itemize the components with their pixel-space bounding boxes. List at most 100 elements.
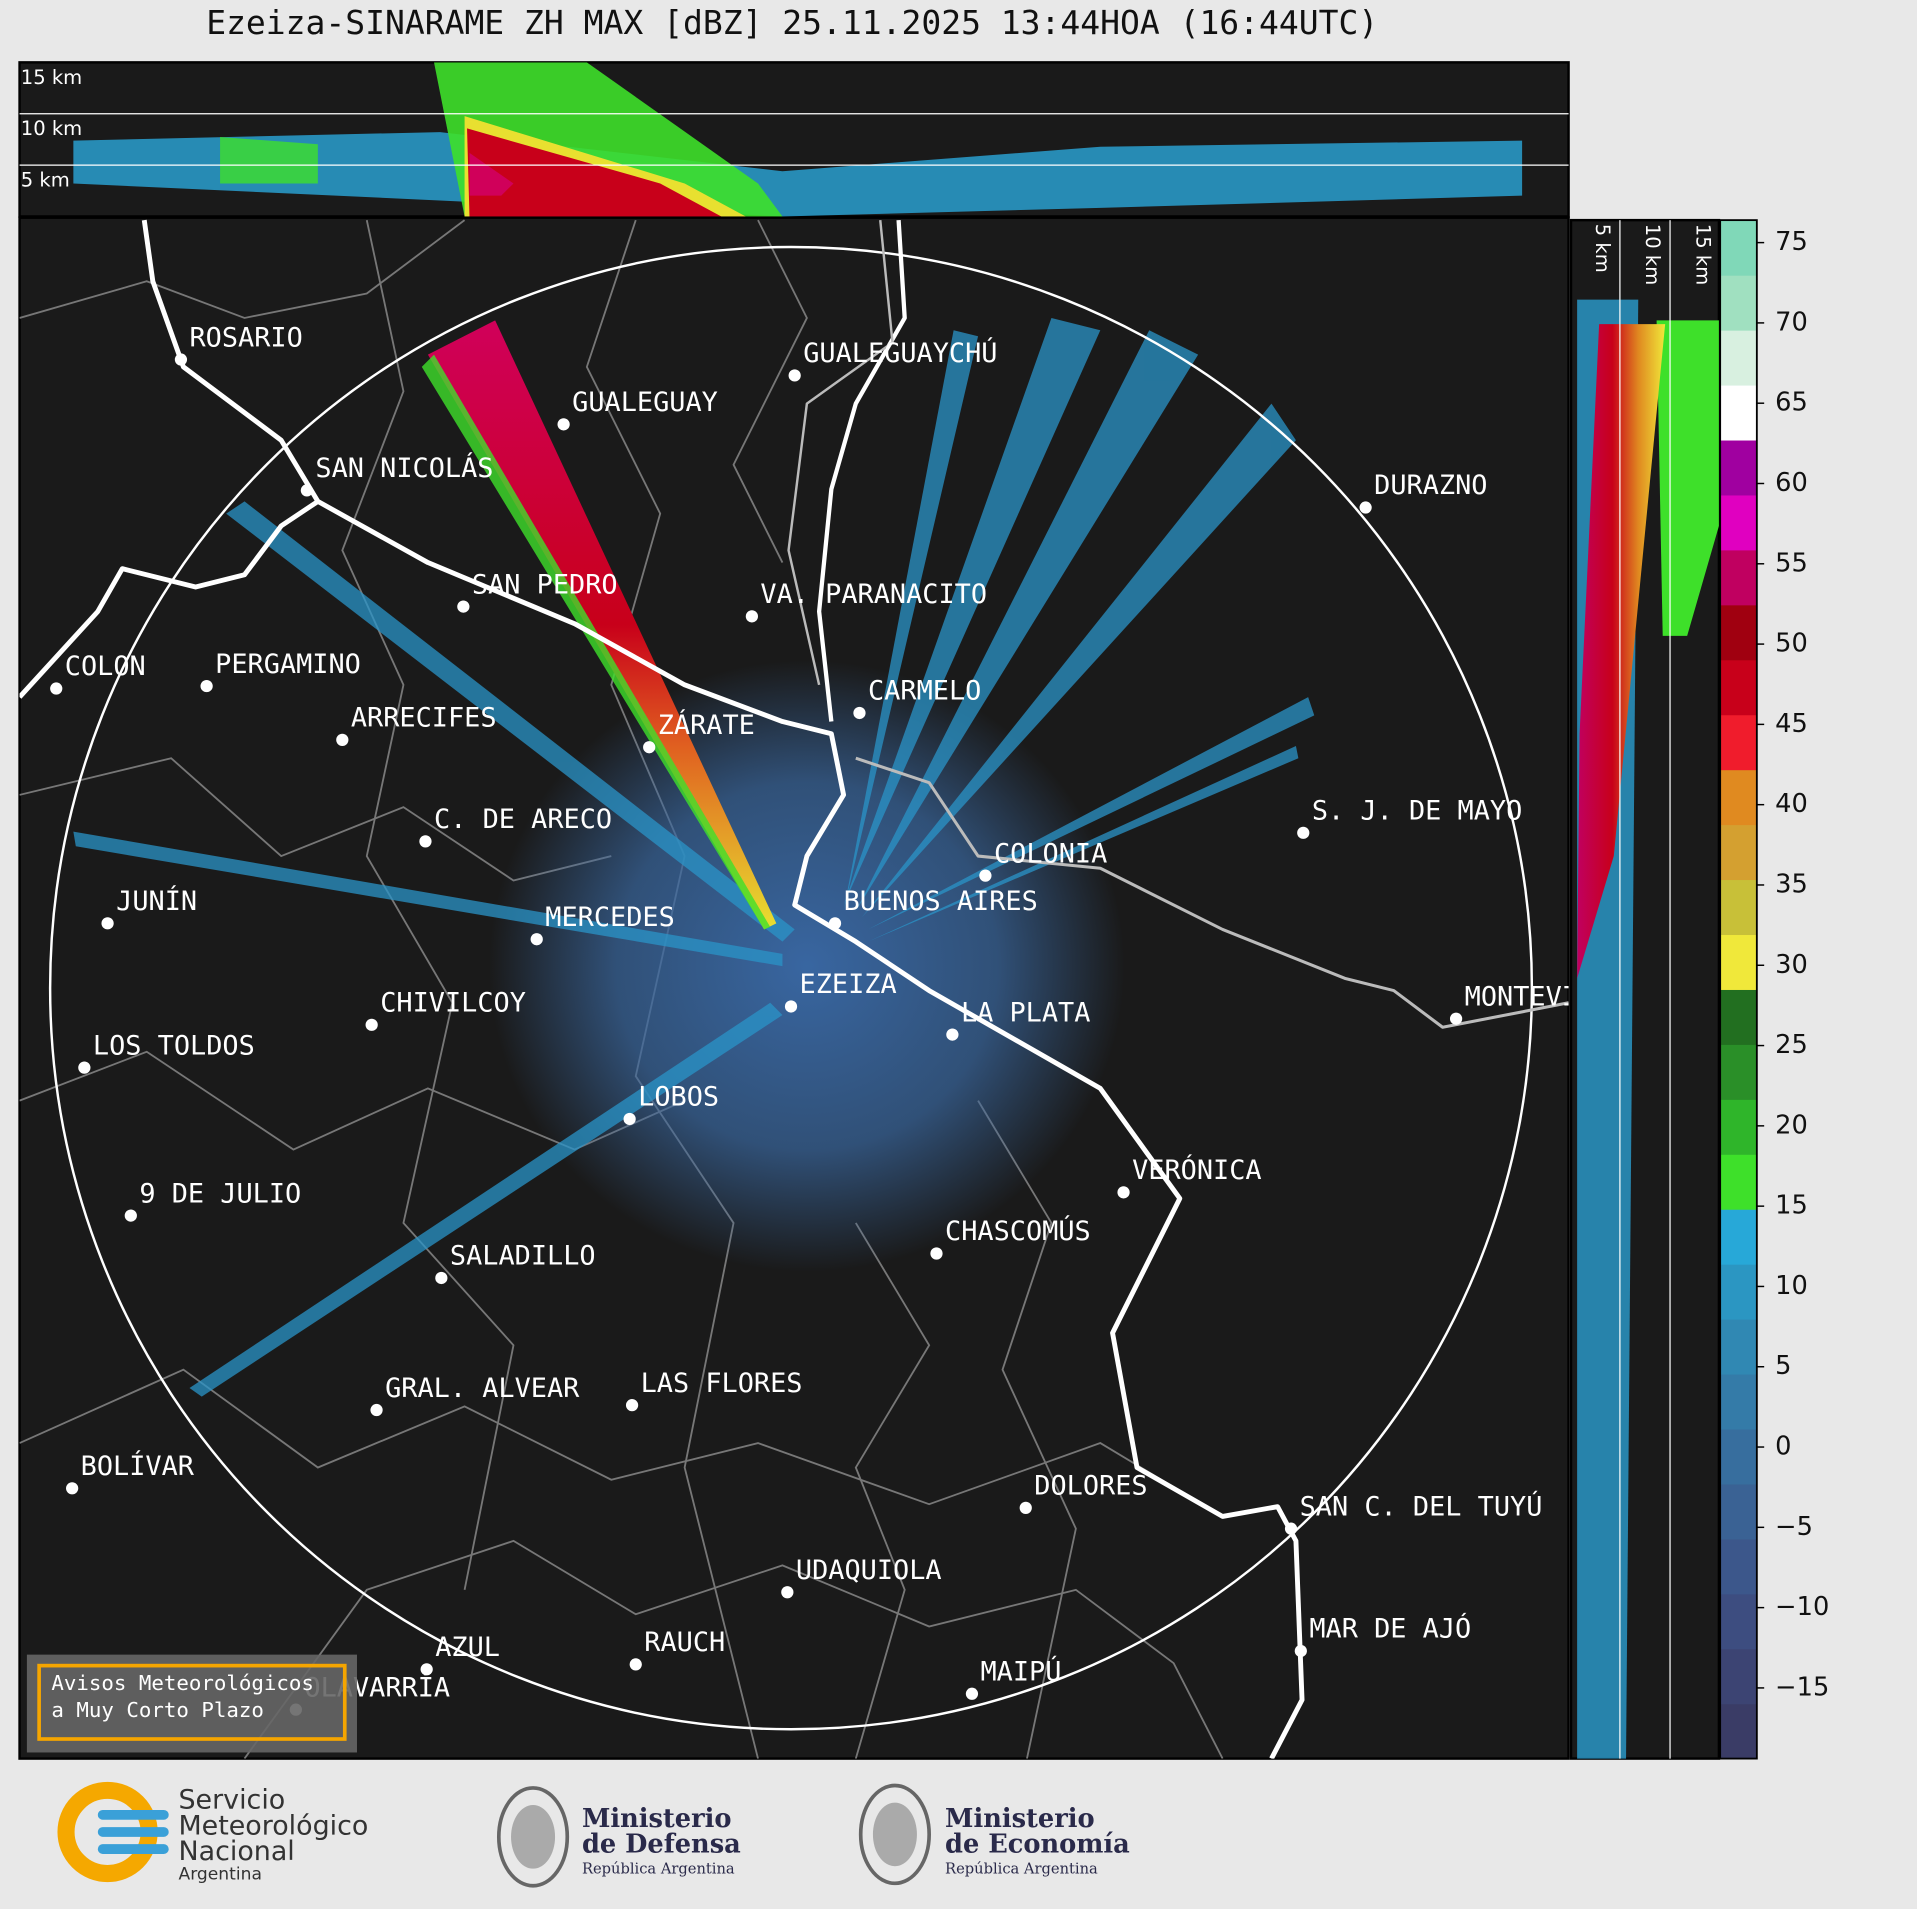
city-label: RAUCH xyxy=(644,1627,725,1658)
logo-text: Nacional xyxy=(178,1836,294,1867)
city-label: ARRECIFES xyxy=(351,703,497,734)
city-label: SALADILLO xyxy=(450,1241,596,1272)
city-dot xyxy=(124,1209,137,1222)
colorbar-segment xyxy=(1720,824,1757,881)
smn-logo: Servicio Meteorológico Nacional Argentin… xyxy=(57,1781,368,1885)
city-label: ROSARIO xyxy=(189,322,302,353)
warning-text[interactable]: Avisos Meteorológicos xyxy=(51,1671,314,1695)
city-dot xyxy=(828,917,842,930)
city-dot xyxy=(1294,1644,1307,1658)
city-label: CARMELO xyxy=(868,676,981,707)
city-dot xyxy=(557,418,570,431)
city-label: 9 DE JULIO xyxy=(139,1178,301,1209)
colorbar-tick-label: −10 xyxy=(1775,1592,1829,1622)
city-label: SAN PEDRO xyxy=(472,569,618,600)
colorbar-segment xyxy=(1720,1373,1757,1430)
echo-rays xyxy=(73,317,1315,1397)
city-dot xyxy=(420,1663,433,1676)
colorbar-tick-label: 35 xyxy=(1775,869,1808,899)
city-dot xyxy=(788,369,801,382)
height-label: 15 km xyxy=(1691,224,1714,285)
city-dot xyxy=(300,484,313,497)
colorbar-segment xyxy=(1720,1538,1757,1595)
colorbar-tick-label: 50 xyxy=(1775,629,1808,659)
city-label: UDAQUIOLA xyxy=(796,1555,942,1586)
height-label: 10 km xyxy=(1641,224,1664,285)
colorbar-tick-label: −5 xyxy=(1775,1512,1813,1542)
city-label: C. DE ARECO xyxy=(434,804,612,835)
colorbar-segment xyxy=(1720,1483,1757,1540)
city-label: SAN C. DEL TUYÚ xyxy=(1300,1490,1543,1522)
warning-text[interactable]: a Muy Corto Plazo xyxy=(51,1698,264,1722)
colorbar-tick-label: 70 xyxy=(1775,307,1808,337)
city-dot xyxy=(1359,501,1372,514)
city-label: CHIVILCOY xyxy=(380,988,526,1019)
colorbar-segment xyxy=(1720,1703,1757,1760)
city-dot xyxy=(174,353,188,366)
logo-text: Meteorológico xyxy=(178,1810,368,1841)
colorbar-tick-label: 25 xyxy=(1775,1030,1808,1060)
borders xyxy=(19,219,1224,1759)
city-dot xyxy=(200,679,213,693)
colorbar-frame xyxy=(1719,219,1758,1760)
side-echo xyxy=(1577,299,1719,1759)
colorbar-segment xyxy=(1720,989,1757,1045)
city-dot xyxy=(530,933,543,946)
colorbar-tick-label: 15 xyxy=(1775,1191,1808,1221)
range-ring xyxy=(48,245,1534,1731)
warning-box[interactable] xyxy=(37,1663,347,1741)
city-layer: ROSARIO GUALEGUAYCHÚ GUALEGUAY SAN NICOLÁS D… xyxy=(50,322,1627,1716)
colorbar-segment xyxy=(1720,1154,1757,1210)
logo-text: Servicio xyxy=(178,1785,285,1816)
city-dot xyxy=(50,682,63,695)
colorbar-segment xyxy=(1720,714,1757,771)
height-label: 15 km xyxy=(21,66,82,89)
colorbar-tick-label: 65 xyxy=(1775,388,1808,418)
city-label: VERÓNICA xyxy=(1132,1154,1262,1186)
city-dot xyxy=(784,1000,798,1013)
city-dot xyxy=(101,917,114,930)
city-label: JUNÍN xyxy=(116,885,197,917)
city-label: S. J. DE MAYO xyxy=(1312,796,1522,827)
city-dot xyxy=(930,1247,943,1260)
colorbar-segment xyxy=(1720,1209,1757,1265)
colorbar-tick-label: 60 xyxy=(1775,468,1808,498)
colorbar-tick-label: 5 xyxy=(1775,1351,1791,1381)
colorbar-segment xyxy=(1720,1319,1757,1375)
logo-text: República Argentina xyxy=(582,1861,735,1878)
top-echo xyxy=(73,62,1523,217)
city-label: MERCEDES xyxy=(545,902,675,933)
city-label: SAN NICOLÁS xyxy=(315,452,493,484)
city-label: MAR DE AJÓ xyxy=(1309,1613,1471,1645)
city-label: AZUL xyxy=(435,1632,500,1663)
colorbar-segment xyxy=(1720,659,1757,716)
city-dot xyxy=(419,835,432,848)
city-dot xyxy=(745,610,758,623)
city-dot xyxy=(66,1482,79,1495)
colorbar-segment xyxy=(1720,1428,1757,1485)
colorbar-tick-label: 55 xyxy=(1775,548,1808,578)
city-label: GUALEGUAYCHÚ xyxy=(803,337,997,369)
logo-text: de Defensa xyxy=(582,1830,741,1860)
city-label: CHASCOMÚS xyxy=(945,1215,1091,1247)
height-label: 10 km xyxy=(21,117,82,140)
city-dot xyxy=(965,1687,979,1700)
colorbar-segment xyxy=(1720,879,1757,936)
colorbar-segment xyxy=(1720,330,1757,386)
title: Ezeiza-SINARAME ZH MAX [dBZ] 25.11.2025 … xyxy=(206,3,1378,42)
colorbar-tick-label: 45 xyxy=(1775,709,1808,739)
defensa-logo: Ministerio de Defensa República Argentin… xyxy=(496,1786,741,1888)
city-dot xyxy=(946,1028,959,1041)
city-dot xyxy=(781,1586,794,1599)
city-label: LAS FLORES xyxy=(641,1368,803,1399)
city-label: MONTEVIDEO xyxy=(1465,981,1627,1012)
logo-text: Ministerio xyxy=(945,1804,1095,1834)
map: ROSARIO GUALEGUAYCHÚ GUALEGUAY SAN NICOLÁS D… xyxy=(19,219,1627,1759)
echo-streak-edge xyxy=(421,354,771,930)
city-dot xyxy=(370,1403,383,1417)
colorbar-segment xyxy=(1720,1264,1757,1320)
city-dot xyxy=(1449,1012,1463,1025)
echo-core xyxy=(489,660,1125,1272)
